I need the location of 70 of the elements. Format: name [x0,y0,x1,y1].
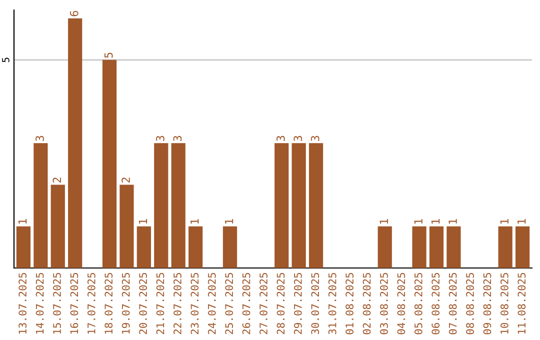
x-tick-label: 26.07.2025 [242,273,250,334]
data-label: 5 [104,52,113,58]
x-tick-label: 01.08.2025 [346,273,354,334]
x-tick-label: 16.07.2025 [70,273,78,334]
x-tick-label: 23.07.2025 [190,273,199,334]
x-tick-label: 20.07.2025 [139,273,147,334]
bar [34,143,48,268]
data-label: 3 [276,136,285,142]
bar [68,18,82,268]
data-label: 2 [52,178,61,183]
bar [171,143,186,268]
bar [136,226,151,268]
bar [222,226,238,268]
x-tick-label: 03.08.2025 [380,273,388,334]
bar [446,226,461,268]
data-label: 6 [70,10,78,16]
bar [120,184,134,268]
data-label: 3 [310,136,320,142]
x-tick-label: 02.08.2025 [362,273,371,334]
bar [292,143,306,268]
bar [412,226,426,268]
x-tick-label: 07.08.2025 [448,273,457,334]
data-label: 3 [173,136,182,142]
bar [16,226,31,268]
x-tick-label: 10.08.2025 [500,273,508,334]
x-tick-label: 25.07.2025 [225,273,234,334]
data-label: 1 [224,219,234,224]
x-tick-label: 30.07.2025 [311,273,320,334]
bar [274,143,289,268]
data-label: 3 [294,136,302,142]
bar [188,226,203,268]
x-tick-label: 31.07.2025 [328,273,336,334]
x-tick-label: 04.08.2025 [397,273,406,334]
bar [429,226,444,268]
x-tick-label: 28.07.2025 [276,273,285,334]
data-label: 1 [431,219,440,224]
data-label: 1 [518,219,526,224]
x-tick-label: 08.08.2025 [466,273,474,334]
data-label: 1 [500,219,508,224]
x-tick-label: 24.07.2025 [208,273,216,334]
bar [498,226,512,268]
data-label: 2 [122,178,130,183]
data-label: 1 [190,219,199,224]
x-tick-label: 17.07.2025 [87,273,96,334]
x-tick-label: 27.07.2025 [260,273,268,334]
data-label: 3 [36,136,44,142]
x-tick-label: 06.08.2025 [432,273,440,334]
x-tick-label: 15.07.2025 [53,273,61,334]
bar [378,226,392,268]
x-tick-label: 13.07.2025 [18,273,27,334]
x-tick-label: 18.07.2025 [104,273,113,334]
data-label: 3 [156,136,164,142]
x-tick-label: 14.07.2025 [36,273,44,334]
bar [102,60,117,268]
bar [308,143,324,268]
bar [50,184,65,268]
x-tick-label: 22.07.2025 [174,273,182,334]
x-tick-label: 09.08.2025 [483,273,492,334]
data-label: 1 [138,219,148,224]
x-tick-label: 19.07.2025 [122,273,130,334]
data-label: 1 [448,219,457,224]
x-tick-label: 29.07.2025 [294,273,302,334]
data-label: 1 [380,219,388,224]
x-tick-label: 11.08.2025 [518,273,526,334]
bar [515,226,530,268]
data-label: 1 [18,219,27,224]
bar [154,143,168,268]
x-tick-label: 05.08.2025 [414,273,422,334]
data-label: 1 [414,219,422,224]
x-tick-label: 21.07.2025 [156,273,164,334]
